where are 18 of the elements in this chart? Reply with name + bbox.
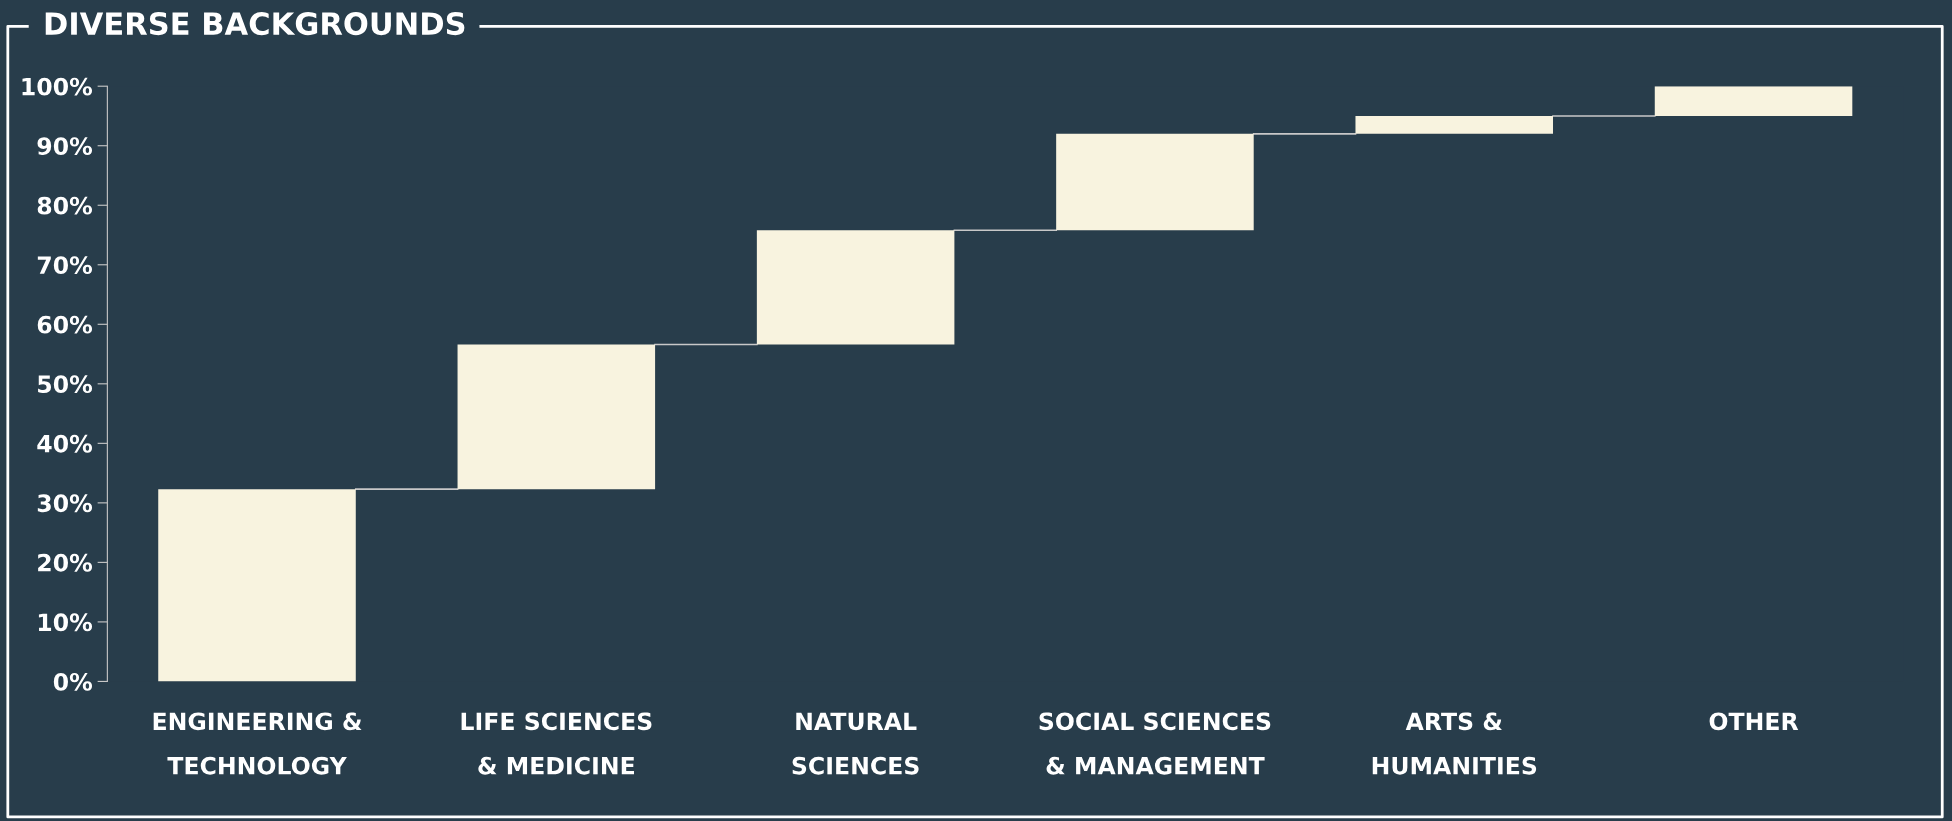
y-tick-label: 60%: [37, 315, 93, 334]
x-tick-label: SOCIAL SCIENCES & MANAGEMENT: [1039, 712, 1271, 775]
y-tick-label: 80%: [37, 196, 93, 215]
y-tick-label: 0%: [53, 672, 93, 691]
y-tick-label: 20%: [38, 553, 93, 572]
y-tick-label: 30%: [37, 494, 93, 513]
y-tick-label: 50%: [38, 375, 93, 394]
x-tick-label: ARTS & HUMANITIES: [1372, 712, 1537, 775]
y-tick-label: 90%: [37, 137, 93, 156]
x-tick-label: ENGINEERING & TECHNOLOGY: [153, 712, 362, 775]
y-tick-label: 40%: [37, 434, 93, 453]
y-tick-label: 100%: [22, 77, 93, 96]
x-tick-label: OTHER: [1709, 712, 1799, 731]
x-tick-label: LIFE SCIENCES & MEDICINE: [461, 712, 652, 775]
x-tick-label: NATURAL SCIENCES: [792, 712, 919, 775]
y-tick-label: 10%: [38, 613, 93, 632]
chart-title: DIVERSE BACKGROUNDS: [45, 12, 465, 36]
y-tick-label: 70%: [37, 256, 93, 275]
